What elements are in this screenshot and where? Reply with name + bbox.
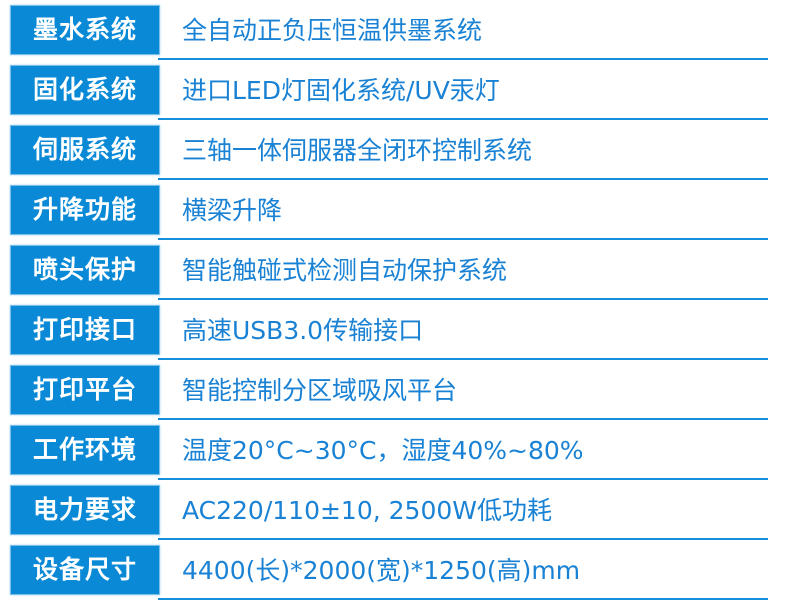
spec-value: 温度20°C~30°C，湿度40%~80%: [182, 436, 584, 465]
spec-row: 伺服系统 三轴一体伺服器全闭环控制系统: [0, 125, 800, 185]
spec-label: 打印平台: [10, 365, 160, 415]
row-divider: [158, 358, 768, 360]
row-divider: [158, 538, 768, 540]
spec-value: 智能控制分区域吸风平台: [182, 376, 458, 405]
spec-value: 横梁升降: [182, 196, 283, 225]
row-divider: [158, 598, 768, 600]
row-divider: [158, 58, 768, 60]
spec-value: 智能触碰式检测自动保护系统: [182, 256, 508, 285]
spec-row: 升降功能 横梁升降: [0, 185, 800, 245]
spec-label: 墨水系统: [10, 5, 160, 55]
spec-row: 工作环境 温度20°C~30°C，湿度40%~80%: [0, 425, 800, 485]
spec-row: 固化系统 进口LED灯固化系统/UV汞灯: [0, 65, 800, 125]
spec-value: 高速USB3.0传输接口: [182, 316, 424, 345]
spec-value: 全自动正负压恒温供墨系统: [182, 16, 483, 45]
spec-row: 打印平台 智能控制分区域吸风平台: [0, 365, 800, 425]
spec-label: 升降功能: [10, 185, 160, 235]
spec-row: 墨水系统 全自动正负压恒温供墨系统: [0, 5, 800, 65]
spec-label: 喷头保护: [10, 245, 160, 295]
spec-value: 4400(长)*2000(宽)*1250(高)mm: [182, 556, 581, 585]
spec-value: 进口LED灯固化系统/UV汞灯: [182, 76, 500, 105]
spec-row: 打印接口 高速USB3.0传输接口: [0, 305, 800, 365]
spec-label: 伺服系统: [10, 125, 160, 175]
spec-label: 打印接口: [10, 305, 160, 355]
row-divider: [158, 238, 768, 240]
row-divider: [158, 118, 768, 120]
row-divider: [158, 418, 768, 420]
row-divider: [158, 298, 768, 300]
spec-label: 工作环境: [10, 425, 160, 475]
spec-row: 设备尺寸 4400(长)*2000(宽)*1250(高)mm: [0, 545, 800, 605]
spec-label: 电力要求: [10, 485, 160, 535]
spec-value: AC220/110±10, 2500W低功耗: [182, 496, 552, 525]
spec-row: 喷头保护 智能触碰式检测自动保护系统: [0, 245, 800, 305]
spec-label: 设备尺寸: [10, 545, 160, 595]
spec-value: 三轴一体伺服器全闭环控制系统: [182, 136, 533, 165]
row-divider: [158, 478, 768, 480]
spec-label: 固化系统: [10, 65, 160, 115]
spec-row: 电力要求 AC220/110±10, 2500W低功耗: [0, 485, 800, 545]
row-divider: [158, 178, 768, 180]
